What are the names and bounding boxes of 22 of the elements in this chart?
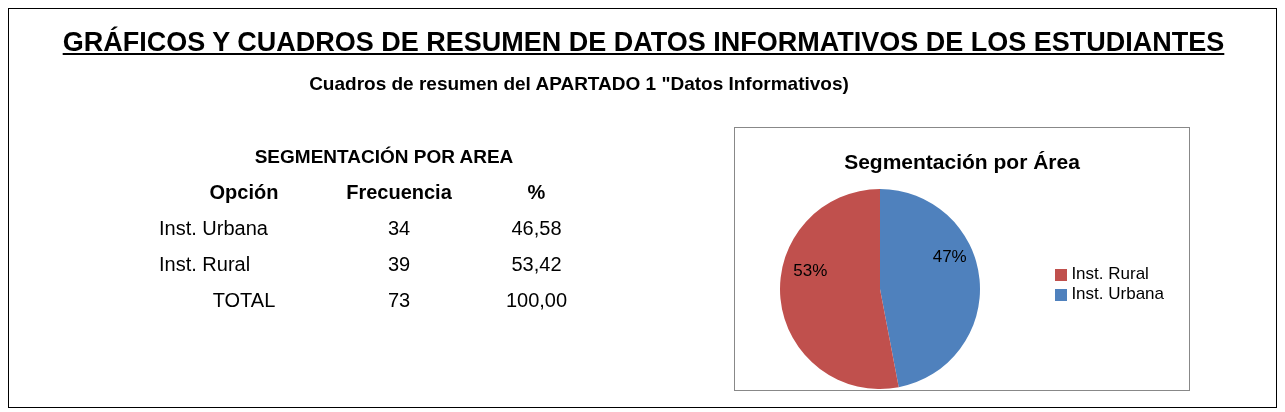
text: Inst. Rural	[159, 253, 252, 276]
text: TOTAL	[211, 289, 277, 312]
text: 53,42	[510, 253, 563, 276]
chart-title: Segmentación por Área	[843, 150, 1081, 174]
pie-slice	[880, 189, 980, 388]
text: 46,58	[510, 217, 563, 240]
text: 34	[386, 217, 412, 240]
text: 39	[386, 253, 412, 276]
legend-label: Inst. Urbana	[1071, 284, 1164, 303]
data-label: 47%	[932, 247, 967, 267]
text: Inst. Urbana	[159, 217, 269, 240]
text: SEGMENTACIÓN POR AREA	[253, 146, 515, 168]
data-label: 53%	[793, 260, 828, 280]
pie-slice	[780, 189, 899, 389]
text: 73	[386, 289, 412, 312]
text: Frecuencia	[345, 181, 453, 204]
text: Opción	[208, 181, 280, 204]
text: 100,00	[504, 289, 569, 312]
text: GRÁFICOS Y CUADROS DE RESUMEN DE DATOS INFORMATIVOS DE LOS ESTUDIANTES	[61, 27, 1226, 58]
text: %	[526, 181, 547, 204]
text: Cuadros de resumen del APARTADO 1 "Datos Informativos)	[308, 73, 850, 95]
legend-label: Inst. Rural	[1071, 264, 1149, 283]
